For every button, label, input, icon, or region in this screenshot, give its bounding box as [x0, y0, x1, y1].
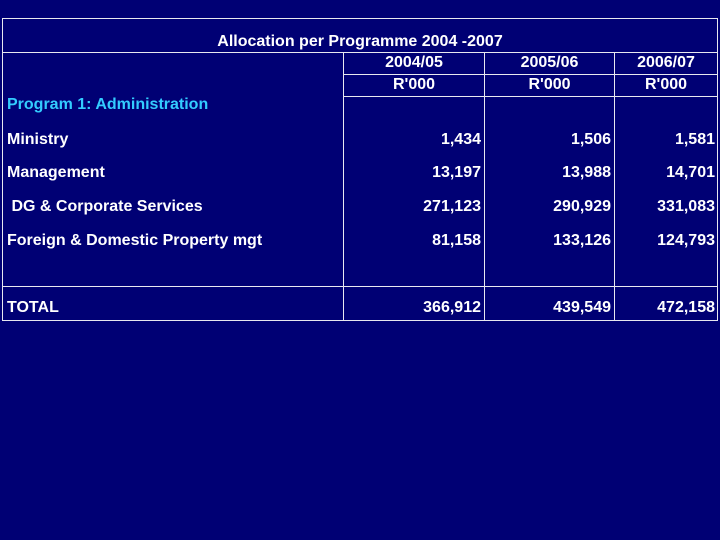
table-border	[2, 18, 718, 19]
table-border	[614, 52, 615, 320]
column-header: 2004/05	[385, 54, 443, 71]
table-title: Allocation per Programme 2004 -2007	[217, 33, 503, 50]
row-value: 1,506	[570, 131, 611, 148]
total-value: 472,158	[657, 299, 715, 316]
row-label: Ministry	[7, 131, 69, 148]
row-value: 14,701	[666, 164, 715, 181]
row-label: Management	[7, 164, 105, 181]
table-border	[343, 74, 718, 75]
table-border	[2, 52, 718, 53]
table-border	[2, 286, 718, 287]
row-value: 331,083	[657, 198, 715, 215]
row-value: 13,197	[432, 164, 481, 181]
unit-header: R'000	[528, 76, 571, 93]
row-value: 271,123	[423, 198, 481, 215]
table-border	[343, 96, 718, 97]
table-border	[343, 52, 344, 320]
row-value: 124,793	[657, 232, 715, 249]
table-border	[2, 18, 3, 320]
column-header: 2006/07	[637, 54, 695, 71]
row-label: Foreign & Domestic Property mgt	[7, 232, 263, 249]
column-header: 2005/06	[520, 54, 579, 71]
row-value: 81,158	[432, 232, 481, 249]
total-label: TOTAL	[7, 299, 59, 316]
row-value: 1,434	[440, 131, 481, 148]
table-border	[2, 320, 718, 321]
row-value: 13,988	[562, 164, 611, 181]
row-value: 133,126	[553, 232, 611, 249]
unit-header: R'000	[644, 76, 688, 93]
row-label: DG & Corporate Services	[7, 198, 203, 215]
unit-header: R'000	[392, 76, 436, 93]
section-label: Program 1: Administration	[7, 96, 209, 113]
total-value: 366,912	[423, 299, 481, 316]
table-border	[717, 18, 718, 320]
row-value: 1,581	[674, 131, 715, 148]
row-value: 290,929	[553, 198, 611, 215]
total-value: 439,549	[553, 299, 611, 316]
table-border	[484, 52, 485, 320]
